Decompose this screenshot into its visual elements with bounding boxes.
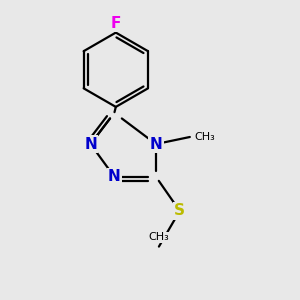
Text: N: N bbox=[108, 169, 121, 184]
Text: CH₃: CH₃ bbox=[148, 232, 169, 242]
Text: N: N bbox=[84, 136, 97, 152]
Text: F: F bbox=[111, 16, 121, 31]
Text: N: N bbox=[150, 136, 162, 152]
Text: CH₃: CH₃ bbox=[195, 132, 215, 142]
Text: S: S bbox=[174, 203, 185, 218]
